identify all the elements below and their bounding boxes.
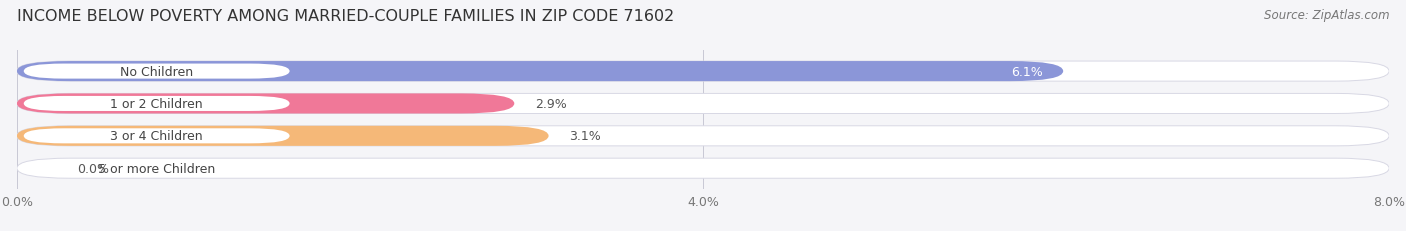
Text: 3.1%: 3.1% — [569, 130, 600, 143]
FancyBboxPatch shape — [24, 64, 290, 79]
Text: 6.1%: 6.1% — [1011, 65, 1043, 78]
Text: Source: ZipAtlas.com: Source: ZipAtlas.com — [1264, 9, 1389, 22]
FancyBboxPatch shape — [17, 62, 1389, 82]
FancyBboxPatch shape — [17, 94, 1389, 114]
FancyBboxPatch shape — [24, 97, 290, 112]
FancyBboxPatch shape — [24, 129, 290, 144]
Text: No Children: No Children — [120, 65, 193, 78]
FancyBboxPatch shape — [17, 158, 1389, 179]
Text: INCOME BELOW POVERTY AMONG MARRIED-COUPLE FAMILIES IN ZIP CODE 71602: INCOME BELOW POVERTY AMONG MARRIED-COUPL… — [17, 9, 673, 24]
FancyBboxPatch shape — [17, 126, 1389, 146]
Text: 0.0%: 0.0% — [77, 162, 108, 175]
FancyBboxPatch shape — [17, 94, 515, 114]
Text: 2.9%: 2.9% — [534, 97, 567, 110]
Text: 5 or more Children: 5 or more Children — [98, 162, 215, 175]
FancyBboxPatch shape — [17, 62, 1063, 82]
Text: 3 or 4 Children: 3 or 4 Children — [110, 130, 202, 143]
FancyBboxPatch shape — [24, 161, 290, 176]
Text: 1 or 2 Children: 1 or 2 Children — [110, 97, 202, 110]
FancyBboxPatch shape — [17, 126, 548, 146]
